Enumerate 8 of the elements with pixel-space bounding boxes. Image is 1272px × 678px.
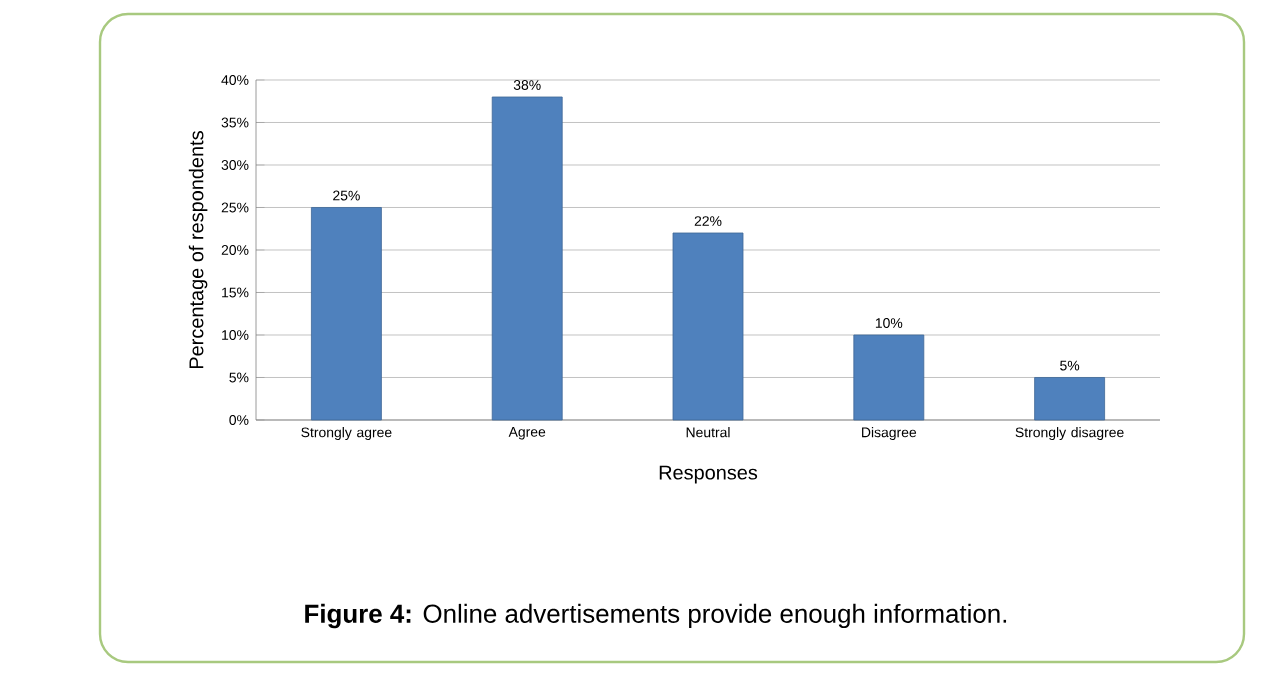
y-axis-title: Percentage of respondents [188, 131, 208, 369]
bar [1034, 377, 1106, 421]
bar [672, 232, 744, 421]
bar [311, 207, 382, 421]
x-axis-title: Responses [659, 465, 758, 484]
text: Figure 4: Online advertisements provide enough information. [305, 603, 1007, 629]
bar [491, 96, 563, 421]
bar [853, 334, 925, 421]
